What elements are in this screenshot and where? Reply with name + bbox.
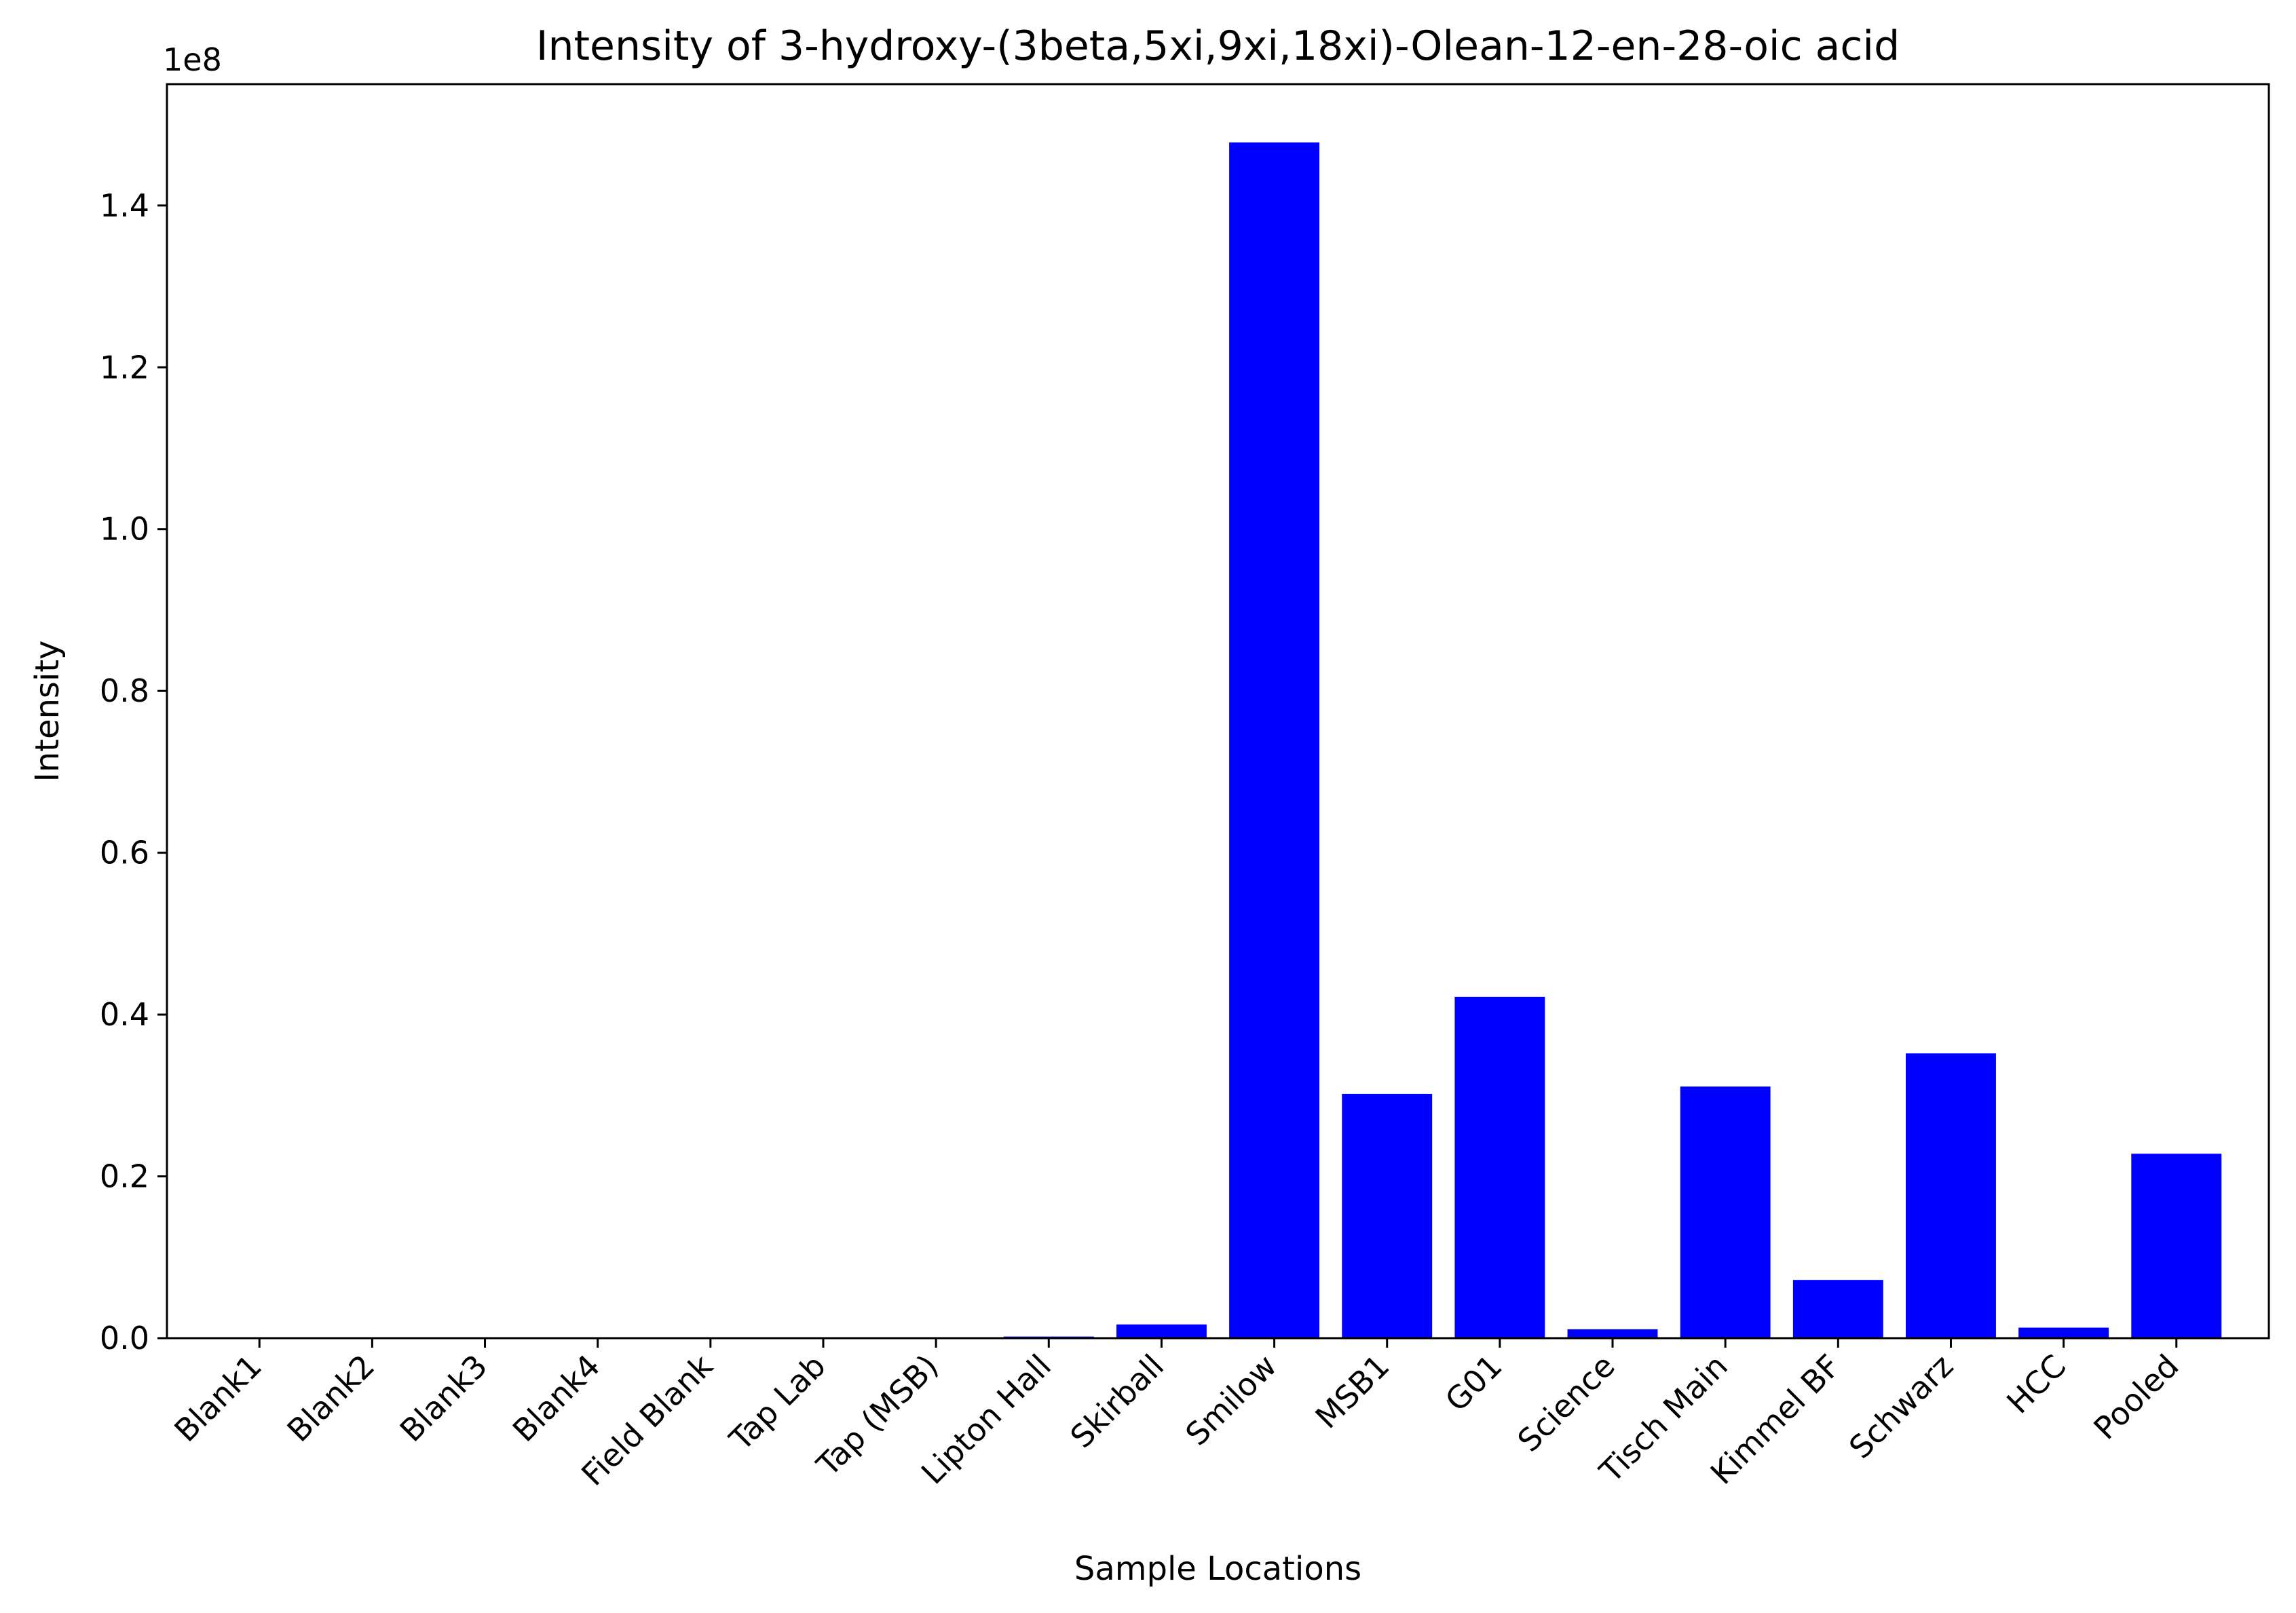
y-tick-label: 0.8: [100, 672, 149, 709]
y-tick-label: 0.6: [100, 835, 149, 871]
x-axis-label: Sample Locations: [1074, 1550, 1361, 1588]
y-tick-label: 0.4: [100, 996, 149, 1033]
y-axis-ticks: 0.0 0.2 0.4 0.6 0.8 1.0 1.2 1.4: [100, 187, 167, 1356]
x-tick-label: Blank3: [393, 1348, 495, 1449]
x-tick-label: Skirball: [1063, 1348, 1171, 1456]
x-tick-label: Blank2: [280, 1348, 382, 1449]
y-tick-label: 1.2: [100, 349, 149, 385]
y-tick-label: 1.4: [100, 187, 149, 224]
bar-tisch-main: [1680, 1086, 1771, 1338]
y-tick-label: 0.2: [100, 1158, 149, 1195]
bar-schwarz: [1906, 1053, 1996, 1338]
x-tick-label: Science: [1511, 1348, 1622, 1459]
x-tick-label: HCC: [1999, 1348, 2073, 1421]
y-tick-label: 1.0: [100, 511, 149, 548]
x-tick-label: G01: [1438, 1348, 1509, 1419]
bar-skirball: [1116, 1324, 1207, 1338]
x-tick-label: Pooled: [2086, 1348, 2185, 1447]
bar-hcc: [2018, 1327, 2109, 1338]
plot-area-frame: [166, 83, 2270, 1340]
y-axis-label: Intensity: [29, 641, 67, 782]
bar-pooled: [2131, 1154, 2222, 1338]
x-tick-label: Blank1: [167, 1348, 269, 1449]
x-tick-label: Blank4: [506, 1348, 607, 1449]
x-tick-label: MSB1: [1309, 1348, 1397, 1436]
y-tick-label: 0.0: [100, 1320, 149, 1356]
bars-group: [1003, 142, 2222, 1339]
x-tick-label: Tap Lab: [722, 1348, 833, 1458]
x-tick-label: Schwarz: [1842, 1348, 1960, 1466]
bar-smilow: [1229, 142, 1320, 1339]
bar-g01: [1454, 996, 1545, 1338]
bar-science: [1567, 1329, 1658, 1338]
chart-title: Intensity of 3-hydroxy-(3beta,5xi,9xi,18…: [536, 22, 1900, 70]
x-tick-label: Smilow: [1178, 1348, 1283, 1453]
y-axis-offset-label: 1e8: [163, 41, 222, 78]
bar-kimmel-bf: [1792, 1280, 1883, 1338]
bar-msb1: [1342, 1093, 1433, 1338]
